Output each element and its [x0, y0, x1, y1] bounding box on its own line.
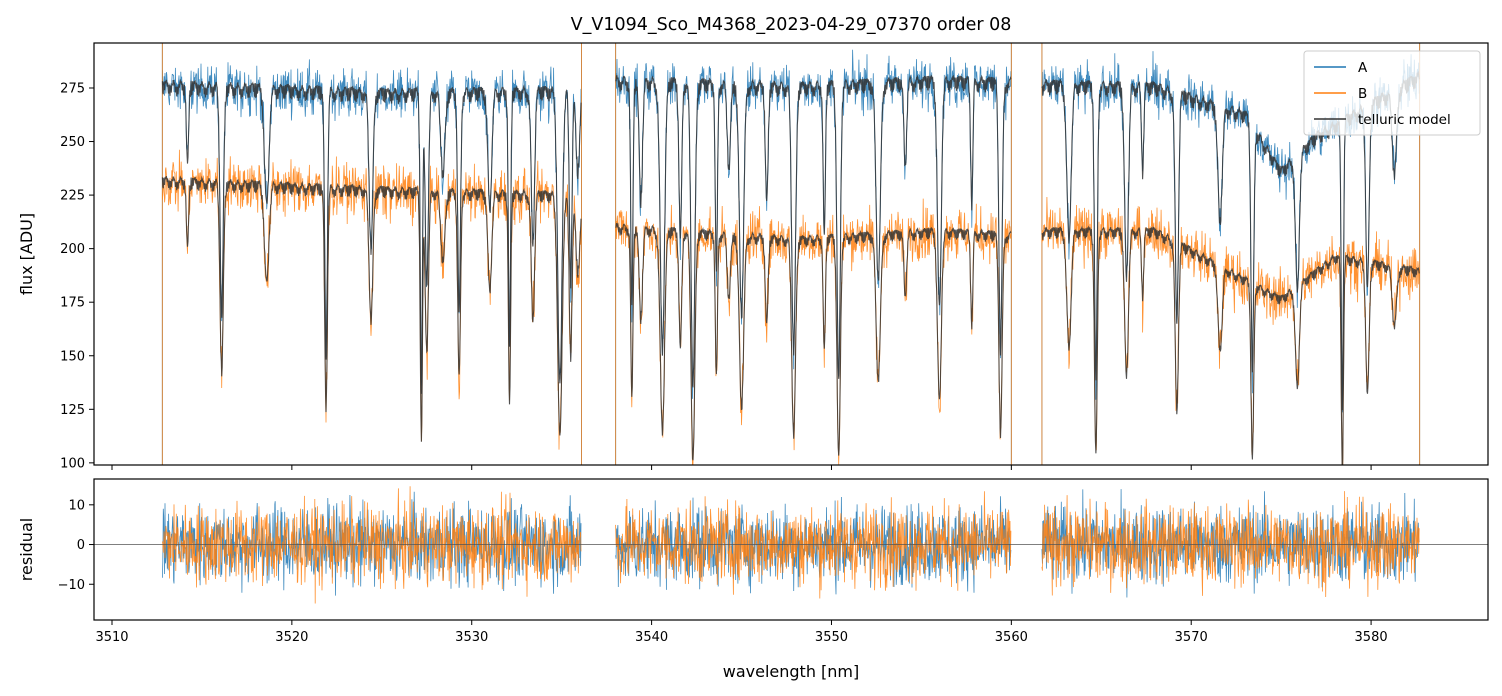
- flux-axes-frame: [93, 42, 1489, 466]
- legend-box: [1303, 50, 1481, 136]
- residual-axes-frame: [93, 478, 1489, 621]
- y-tick-label: 275: [60, 81, 85, 96]
- telluric-model-line: [615, 222, 1012, 461]
- series-a-flux: [161, 43, 1421, 465]
- legend-item: A: [1314, 60, 1368, 76]
- residual-line: [615, 491, 1012, 599]
- telluric-model-line: [615, 74, 1012, 388]
- series-a-line: [615, 49, 1012, 399]
- telluric-model-line: [1041, 225, 1420, 465]
- x-tick-label: 3570: [1175, 630, 1208, 645]
- residual-y-ticks: −10 0 10: [58, 498, 94, 593]
- y-tick-label: 150: [60, 349, 85, 364]
- series-b-line: [615, 198, 1012, 465]
- flux-panel: 100 125 150 175 200 225 250 275 flux [ADU] ABte…: [17, 42, 1489, 471]
- legend-label: B: [1358, 86, 1367, 102]
- series-b-line: [1041, 196, 1420, 465]
- x-tick-label: 3580: [1355, 630, 1388, 645]
- residual-data: [94, 486, 1488, 604]
- residual-x-ticks: 3510 3520 3530 3540 3550 3560 3570 3580: [95, 620, 1388, 645]
- x-tick-label: 3560: [995, 630, 1028, 645]
- flux-data: [161, 43, 1421, 465]
- y-tick-label: −10: [58, 578, 85, 593]
- legend-label: A: [1358, 60, 1368, 76]
- y-tick-label: 100: [60, 456, 85, 471]
- y-tick-label: 10: [68, 498, 85, 513]
- legend-item: B: [1314, 86, 1367, 102]
- telluric-model-line: [161, 175, 582, 442]
- telluric-model-line: [161, 78, 582, 394]
- x-tick-label: 3530: [455, 630, 488, 645]
- residual-line: [1041, 491, 1420, 598]
- residual-y-axis-label: residual: [17, 518, 36, 581]
- chart-title: V_V1094_Sco_M4368_2023-04-29_07370 order…: [571, 15, 1012, 35]
- x-tick-label: 3520: [275, 630, 308, 645]
- y-tick-label: 0: [77, 538, 85, 553]
- x-axis-label: wavelength [nm]: [723, 662, 860, 681]
- legend-item: telluric model: [1314, 112, 1451, 128]
- y-tick-label: 125: [60, 403, 85, 418]
- flux-y-axis-label: flux [ADU]: [17, 213, 36, 295]
- residual-series-b: [162, 486, 1420, 604]
- legend-label: telluric model: [1358, 112, 1451, 128]
- y-tick-label: 175: [60, 296, 85, 311]
- x-tick-label: 3510: [95, 630, 128, 645]
- x-tick-label: 3540: [635, 630, 668, 645]
- flux-y-ticks: 100 125 150 175 200 225 250 275: [60, 81, 94, 471]
- residual-line: [162, 486, 582, 604]
- series-telluric-model: [161, 70, 1420, 465]
- flux-x-ticks: [111, 465, 1372, 470]
- x-tick-label: 3550: [815, 630, 848, 645]
- y-tick-label: 225: [60, 189, 85, 204]
- y-tick-label: 250: [60, 135, 85, 150]
- y-tick-label: 200: [60, 242, 85, 257]
- residual-line: [1041, 489, 1420, 598]
